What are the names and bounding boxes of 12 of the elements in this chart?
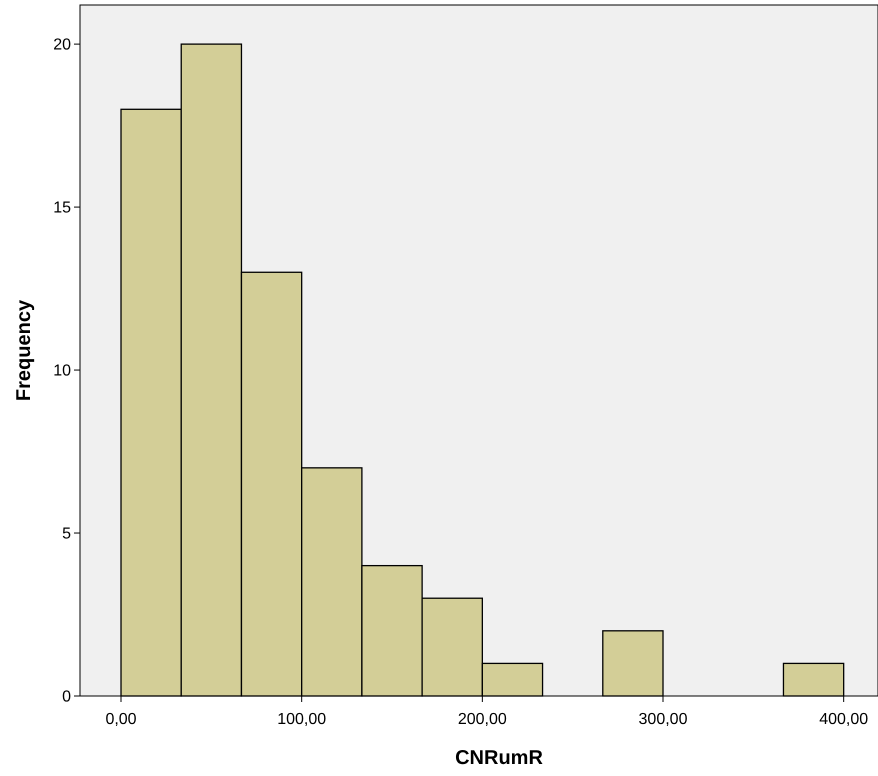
x-axis-title: CNRumR xyxy=(455,747,544,769)
x-tick-label: 200,00 xyxy=(458,711,507,728)
x-tick-label: 0,00 xyxy=(105,711,137,728)
x-tick-label: 400,00 xyxy=(819,711,868,728)
y-tick-label: 5 xyxy=(62,526,72,543)
x-tick-label: 100,00 xyxy=(277,711,326,728)
x-tick-label: 300,00 xyxy=(638,711,688,728)
y-tick-label: 0 xyxy=(62,688,72,706)
y-tick-label: 20 xyxy=(53,36,72,54)
y-axis-title: Frequency xyxy=(13,299,35,402)
y-tick-label: 10 xyxy=(53,362,72,380)
y-tick-label: 15 xyxy=(53,200,72,217)
